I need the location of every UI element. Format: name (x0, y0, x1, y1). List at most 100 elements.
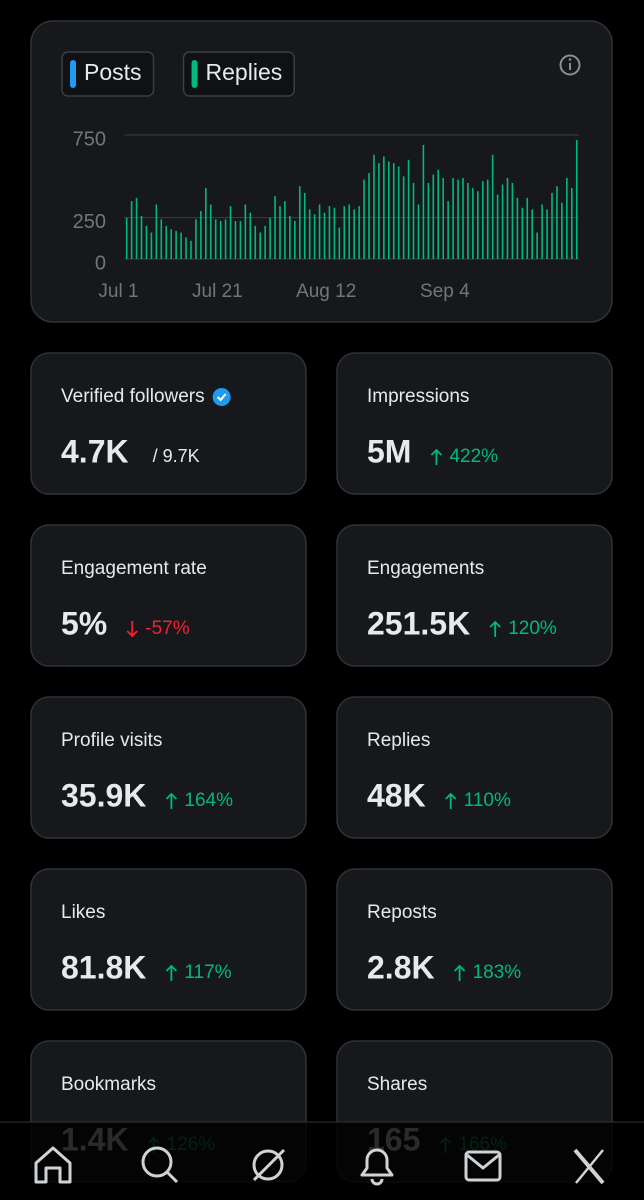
info-icon[interactable] (559, 54, 581, 76)
mail-body (464, 1150, 502, 1182)
card-background (30, 696, 307, 839)
bar (239, 220, 242, 259)
content: Posts Replies 0 250 750 Jul 1 Jul 21 Aug 12 Sep … (30, 51, 613, 1183)
nav-x[interactable] (573, 1148, 605, 1185)
bar (422, 144, 425, 259)
bar (378, 163, 380, 259)
stat-card[interactable]: Impressions 5M 422% (336, 352, 613, 495)
bar (437, 169, 440, 259)
stat-card[interactable]: Likes 81.8K 117% (30, 868, 307, 1011)
card-background (30, 352, 307, 495)
bar (244, 204, 247, 259)
y-tick-label: 750 (73, 128, 106, 150)
stat-card[interactable]: Verified followers 4.7K / 9.7K (30, 352, 307, 495)
nav-search[interactable] (141, 1146, 179, 1184)
bar (521, 207, 524, 259)
bar (294, 220, 296, 259)
bar (165, 225, 168, 259)
verified-check (216, 393, 227, 402)
card-background (336, 696, 613, 839)
change-arrow (489, 620, 501, 637)
bar (561, 202, 563, 259)
grok-ring (252, 1149, 284, 1181)
bar (432, 174, 435, 259)
bar (442, 177, 444, 259)
bar (150, 232, 153, 259)
legend-button[interactable]: Replies (182, 51, 295, 97)
bar (501, 184, 504, 259)
bar (289, 216, 291, 259)
stat-card[interactable]: Replies 48K 110% (336, 696, 613, 839)
change-arrow (165, 964, 178, 981)
bar (160, 219, 163, 259)
bar (491, 154, 494, 259)
nav-background (0, 1122, 644, 1200)
bar (135, 197, 138, 259)
bar (180, 232, 182, 259)
bar (407, 159, 410, 259)
card-value: 5M (367, 433, 411, 469)
bar (358, 206, 360, 259)
mail-flap (466, 1153, 500, 1170)
legend-swatch (70, 60, 76, 88)
legend-label: Replies (206, 59, 283, 85)
bar (209, 204, 212, 259)
card-change: 110% (464, 790, 511, 811)
bar (481, 181, 484, 259)
bar (229, 206, 232, 259)
bar (259, 232, 262, 259)
card-label: Impressions (367, 386, 469, 407)
legend-box (182, 51, 295, 97)
card-value: 2.8K (367, 949, 435, 985)
bar (551, 192, 553, 259)
bar (486, 179, 489, 259)
bar (205, 187, 207, 259)
bar (447, 201, 449, 259)
card-background (336, 868, 613, 1011)
x-tick-label: Sep 4 (420, 281, 470, 302)
bar (249, 212, 252, 259)
bar (224, 219, 227, 259)
bar (145, 225, 148, 259)
bar (269, 217, 271, 259)
nav-home[interactable] (34, 1146, 72, 1184)
stat-card[interactable]: Reposts 2.8K 183% (336, 868, 613, 1011)
card-label: Likes (61, 902, 105, 923)
card-value: 48K (367, 777, 426, 813)
bar (313, 214, 316, 259)
bar (338, 227, 341, 259)
bar (328, 206, 331, 259)
bar (234, 220, 237, 259)
bar (214, 219, 217, 259)
bar (155, 204, 158, 259)
bar (516, 197, 519, 259)
bar (195, 219, 197, 259)
bar (556, 186, 558, 259)
info-dot (568, 58, 572, 61)
x-tick-label: Jul 21 (192, 281, 243, 302)
card-value: 5% (61, 605, 107, 641)
bar (383, 156, 385, 259)
change-arrow (165, 792, 178, 809)
y-tick-label: 250 (73, 211, 106, 233)
card-label: Shares (367, 1074, 427, 1095)
search-lens (141, 1146, 173, 1178)
nav-grok[interactable] (252, 1148, 286, 1182)
stat-card[interactable]: Engagements 251.5K 120% (336, 524, 613, 667)
stat-card[interactable]: Engagement rate 5% -57% (30, 524, 307, 667)
card-label: Profile visits (61, 730, 162, 751)
stat-card[interactable]: Profile visits 35.9K 164% (30, 696, 307, 839)
nav-messages[interactable] (464, 1150, 502, 1182)
legend-button[interactable]: Posts (61, 51, 155, 97)
bar (566, 177, 568, 259)
bar (264, 225, 266, 259)
bar (452, 177, 454, 259)
bar (387, 161, 390, 259)
bar (323, 212, 326, 259)
nav-notifications[interactable] (360, 1148, 394, 1186)
bar (457, 179, 459, 259)
bar (467, 182, 469, 259)
bar (536, 232, 538, 259)
